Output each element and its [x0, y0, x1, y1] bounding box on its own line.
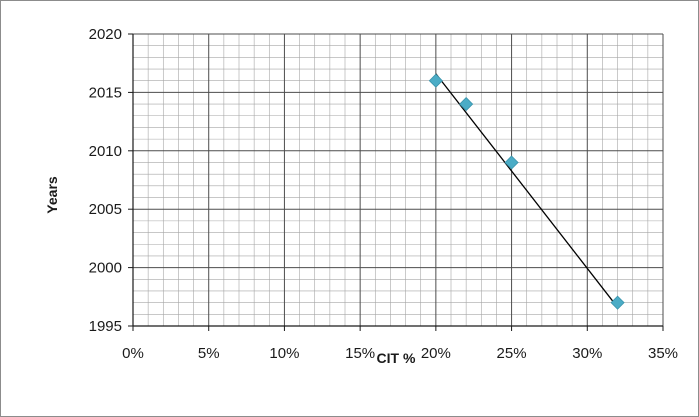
data-point-marker [504, 155, 519, 170]
x-tick-label: 35% [648, 345, 678, 362]
data-points [428, 73, 625, 310]
major-grid [132, 33, 664, 327]
x-tick-label: 25% [497, 345, 527, 362]
y-tick-label: 2005 [89, 201, 122, 218]
data-point-marker [459, 97, 474, 112]
x-tick-labels: 0% 5% 10% 15% 20% 25% 30% 35% [122, 345, 678, 362]
trendline [435, 73, 619, 308]
y-axis-title: Years [44, 176, 60, 214]
y-tick-label: 2000 [89, 260, 122, 277]
y-tick-label: 2010 [89, 143, 122, 160]
x-tick-label: 5% [198, 345, 220, 362]
data-point-marker [428, 73, 443, 88]
x-tick-label: 0% [122, 345, 144, 362]
y-tick-label: 2015 [89, 84, 122, 101]
x-tick-label: 30% [572, 345, 602, 362]
axes [128, 33, 664, 331]
y-tick-label: 2020 [89, 26, 122, 43]
trendline-group [435, 73, 619, 308]
minor-grid [133, 34, 663, 326]
x-tick-label: 20% [421, 345, 451, 362]
data-point-marker [610, 295, 625, 310]
y-tick-label: 1995 [89, 318, 122, 335]
x-tick-label: 10% [269, 345, 299, 362]
y-tick-labels: 1995 2000 2005 2010 2015 2020 [89, 26, 122, 335]
x-axis-title: CIT % [377, 350, 416, 366]
x-tick-label: 15% [345, 345, 375, 362]
